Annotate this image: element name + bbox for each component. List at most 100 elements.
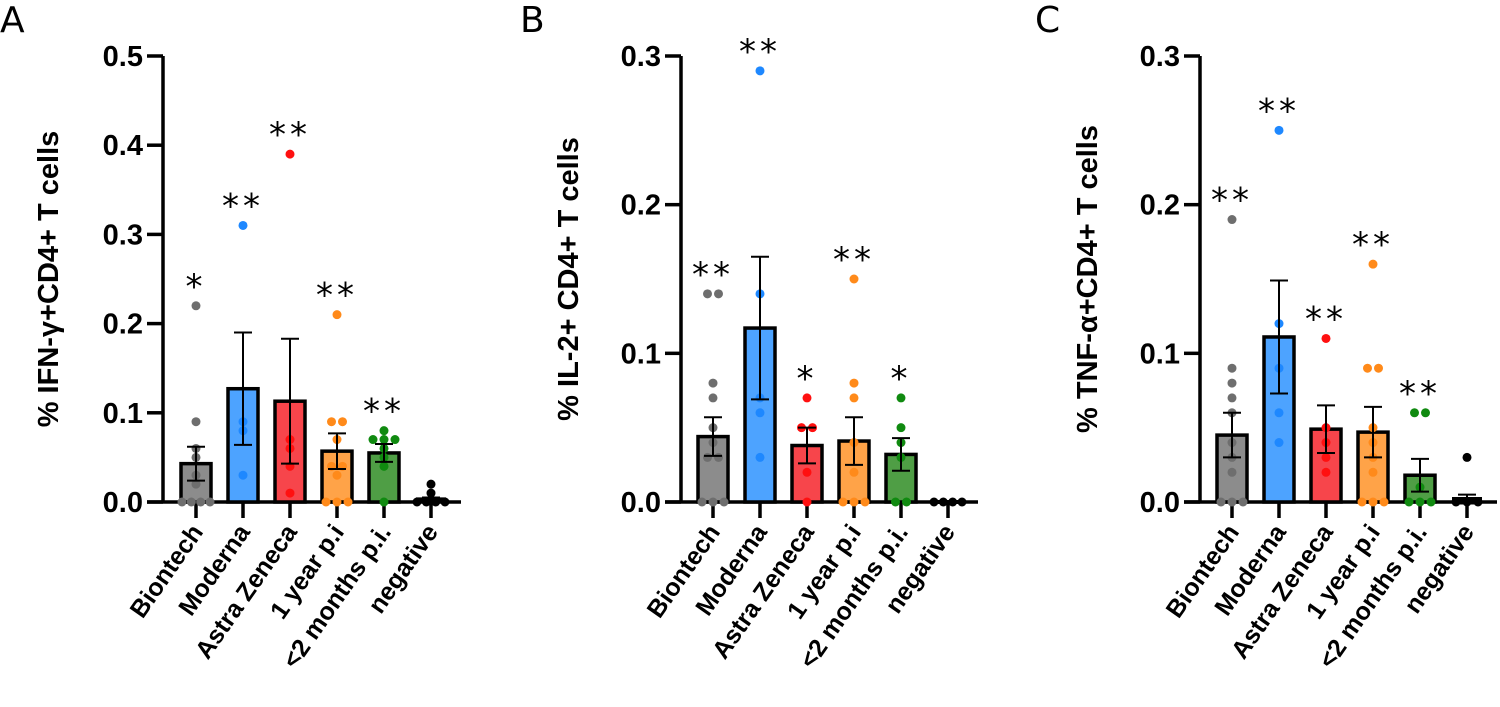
significance-marker: ** [739,32,781,72]
data-point [332,310,342,320]
y-tick-label: 0.5 [103,41,143,73]
data-point [849,378,859,388]
y-axis-label: % TNF-α+CD4+ T cells [1072,125,1104,433]
data-point [440,497,450,507]
data-point [343,497,353,507]
significance-marker: ** [316,276,358,316]
data-point [1421,408,1430,418]
data-point [703,452,712,462]
data-point [1368,497,1378,507]
data-point [321,497,331,507]
data-point [714,289,723,299]
data-point [238,220,248,230]
panel-a: A % IFN-γ+CD4+ T cells 0.0 0.1 0.2 0.3 0.4 0.5 *… [0,0,461,674]
significance-marker: ** [1399,374,1441,414]
data-point [902,497,911,507]
data-point [379,435,389,445]
data-point [948,497,958,507]
data-point [860,497,870,507]
data-point [332,470,342,480]
data-point [1368,259,1378,269]
data-point [338,417,347,427]
data-point [1415,497,1425,507]
data-point [755,408,765,418]
data-point [802,467,812,477]
significance-marker: ** [833,240,875,280]
data-point [205,497,215,507]
data-point [1451,497,1461,507]
data-point [802,497,812,507]
data-point [708,393,718,403]
data-point [703,289,712,299]
data-point [891,497,900,507]
data-point [849,497,859,507]
data-point [1321,467,1331,477]
y-tick-label: 0.0 [1140,487,1180,519]
significance-marker: ** [1258,91,1300,131]
panel-letter: B [520,0,545,41]
data-point [1274,438,1284,448]
y-axis-label: % IFN-γ+CD4+ T cells [33,131,65,428]
data-point [1274,125,1284,135]
data-point [1274,408,1284,418]
data-point [957,497,967,507]
data-point [368,435,378,445]
data-point [1321,452,1331,462]
data-point [1462,452,1472,462]
data-point [191,417,201,427]
y-tick-label: 0.3 [621,41,661,73]
data-point [896,393,906,403]
panel-letter: A [0,0,25,41]
data-point [755,66,765,76]
data-point [186,497,196,507]
data-point [285,488,295,498]
y-tick-label: 0.1 [103,398,143,430]
y-axis-label: % IL-2+ CD4+ T cells [553,137,585,421]
data-point [938,497,948,507]
y-tick-label: 0.1 [621,338,661,370]
data-point [379,426,389,436]
data-point [285,149,295,159]
significance-marker: * [891,359,912,399]
data-point [426,479,436,489]
y-tick-label: 0.2 [1140,190,1180,222]
data-point [191,301,201,311]
significance-marker: * [797,359,818,399]
y-tick-label: 0.0 [621,487,661,519]
data-point [1473,497,1483,507]
data-point [1363,363,1372,373]
significance-marker: ** [1352,225,1394,265]
significance-marker: ** [269,115,311,155]
significance-marker: ** [1305,299,1347,339]
data-point [755,452,765,462]
data-point [849,393,859,403]
panel-b: B% IL-2+ CD4+ T cells0.00.10.20.3**Biont… [520,0,978,674]
y-tick-label: 0.1 [1140,338,1180,370]
data-point [1404,497,1414,507]
data-point [390,435,400,445]
data-point [1368,467,1378,477]
data-point [849,467,859,477]
y-tick-label: 0.3 [1140,41,1180,73]
y-tick-label: 0.2 [103,309,143,341]
significance-marker: * [186,267,207,307]
data-point [191,479,201,489]
y-tick-label: 0.4 [103,130,143,162]
data-point [708,378,718,388]
data-point [1357,497,1367,507]
significance-marker: ** [692,255,734,295]
data-point [238,470,248,480]
significance-marker: ** [222,186,264,226]
significance-marker: ** [1211,181,1253,221]
data-point [379,461,389,471]
data-point [1227,393,1237,403]
y-tick-label: 0.0 [103,487,143,519]
bar-moderna [1262,335,1296,504]
data-point [177,497,187,507]
data-point [412,497,422,507]
data-point [849,274,859,284]
y-tick-label: 0.2 [621,190,661,222]
data-point [1227,378,1237,388]
